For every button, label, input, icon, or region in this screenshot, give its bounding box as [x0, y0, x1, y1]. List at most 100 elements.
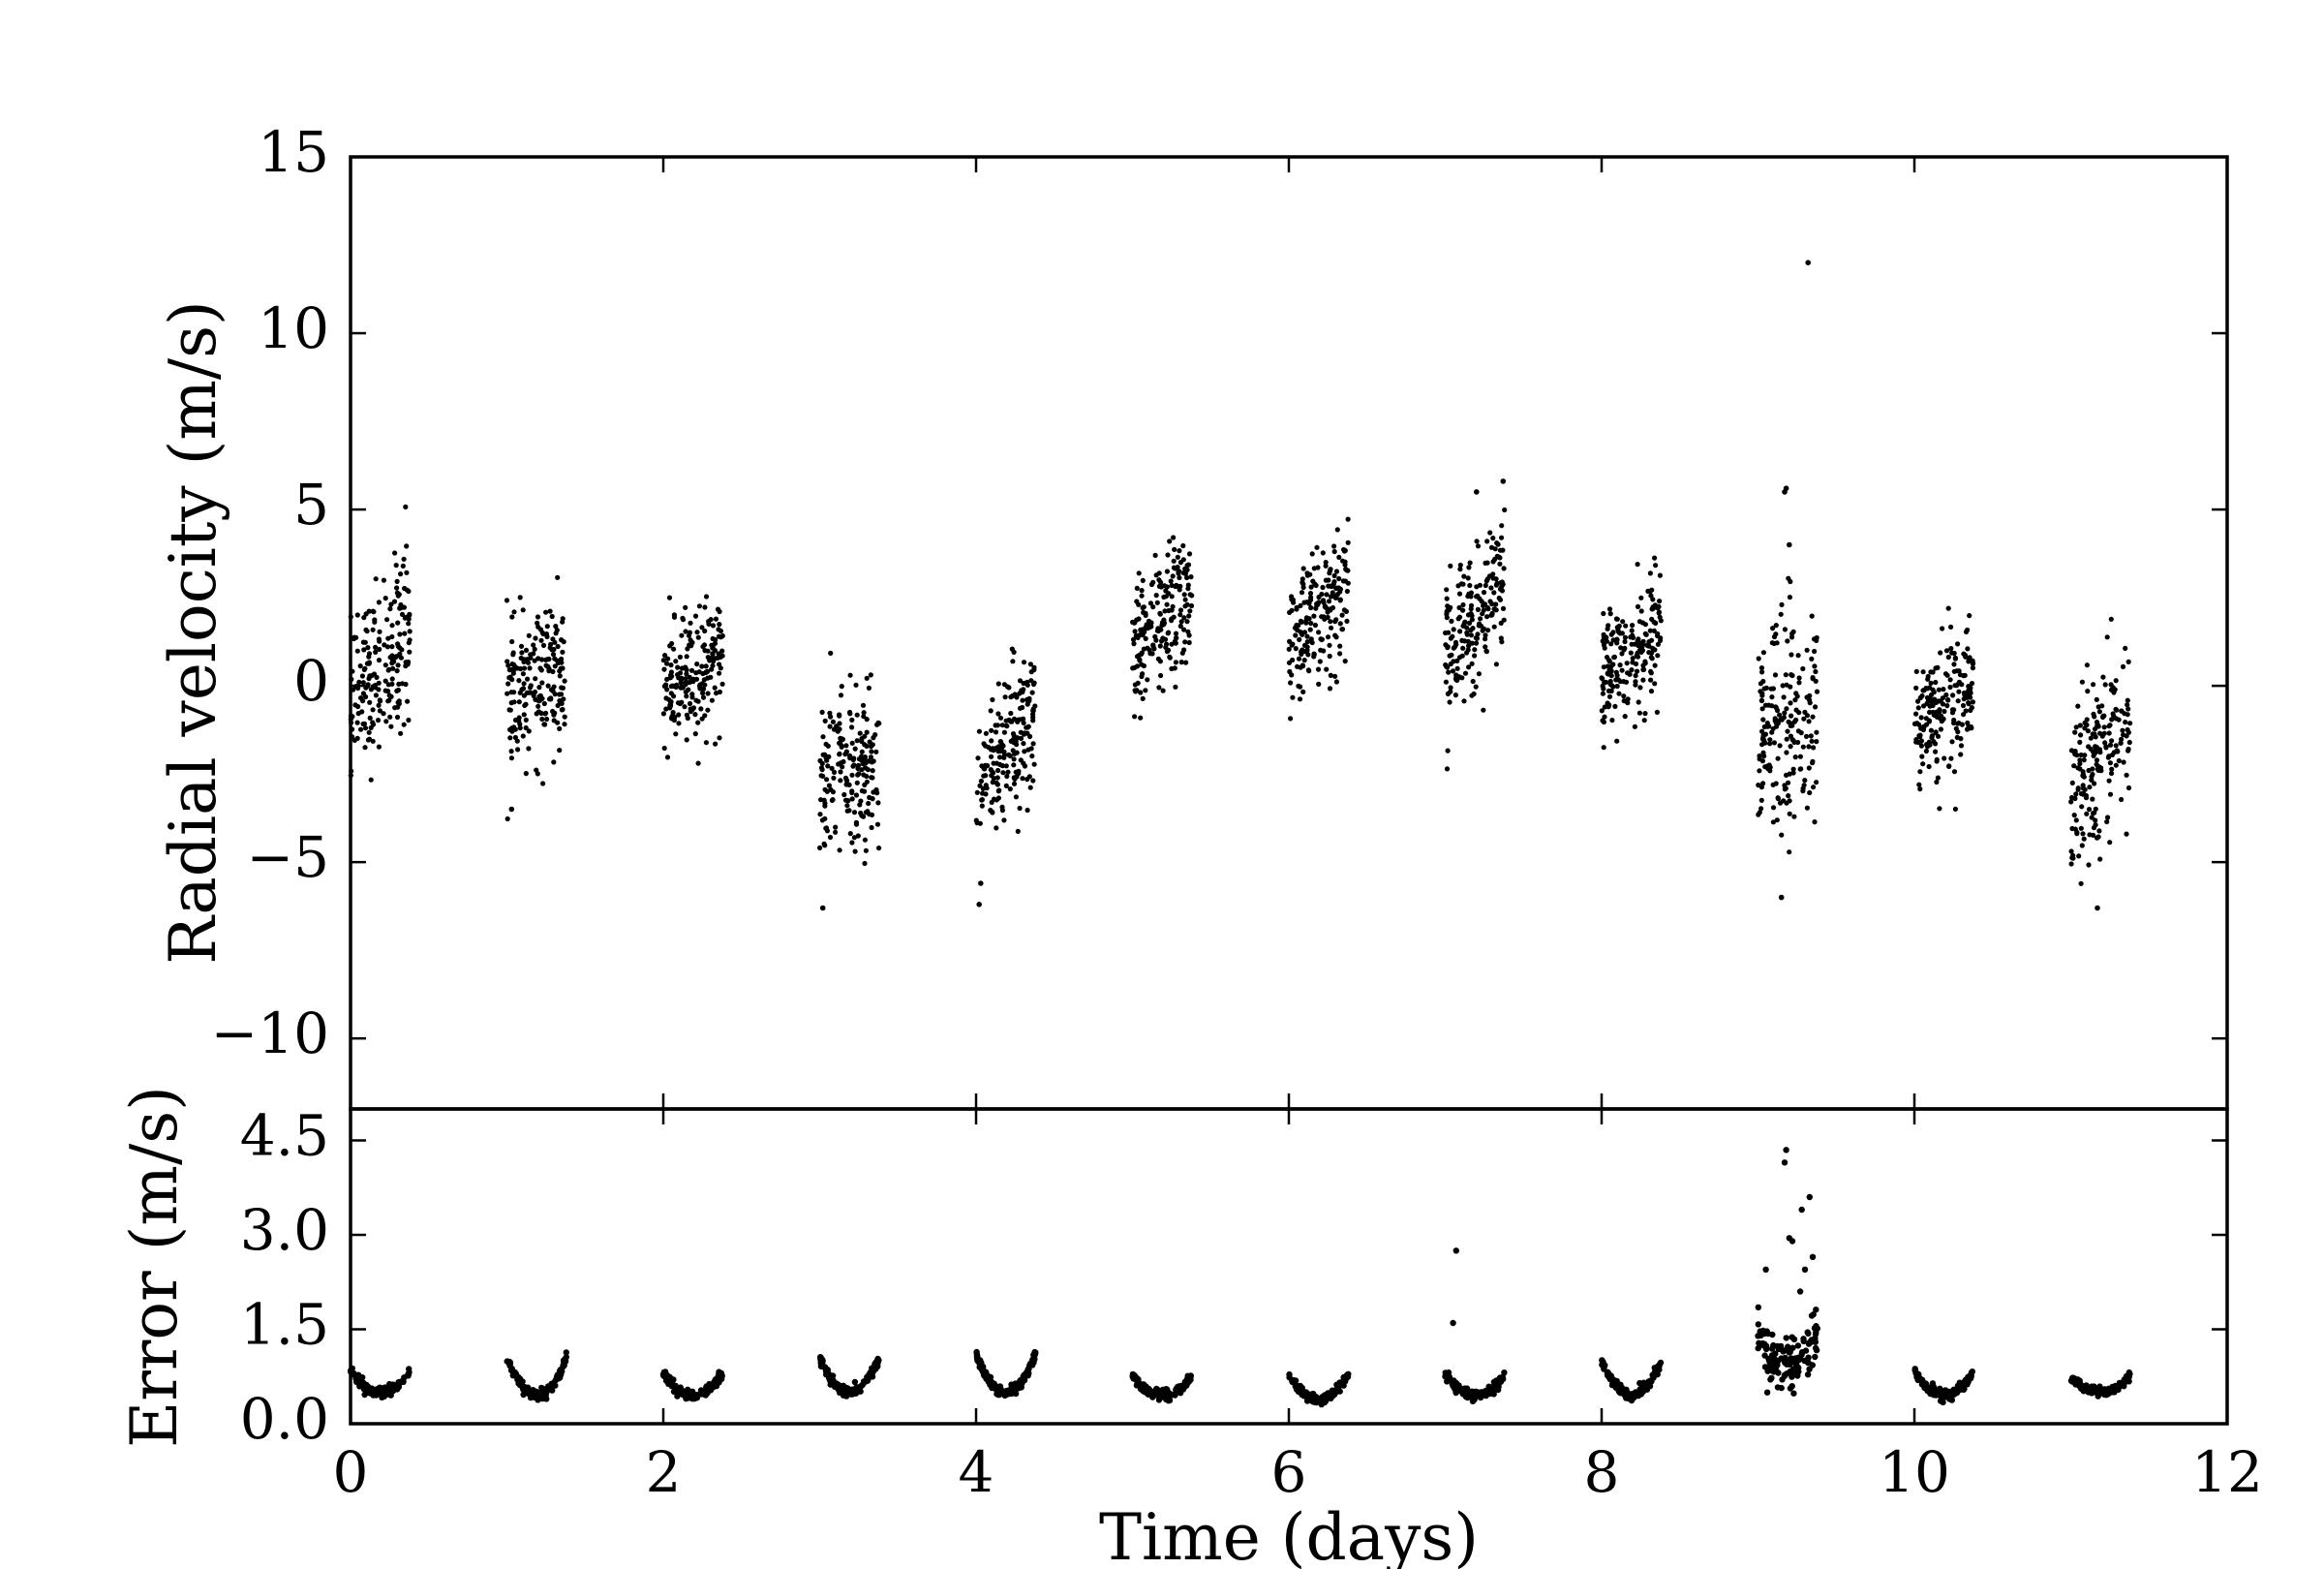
rv-point	[1966, 684, 1972, 690]
rv-point	[2068, 799, 2074, 805]
rv-point	[1654, 604, 1660, 611]
error-point	[674, 1393, 681, 1400]
rv-point	[660, 711, 667, 717]
rv-point	[1929, 734, 1935, 741]
rv-point	[391, 599, 398, 604]
rv-point	[523, 647, 530, 654]
rv-point	[1307, 627, 1313, 632]
rv-point	[1028, 669, 1034, 675]
rv-point	[1485, 628, 1491, 633]
rv-point	[366, 654, 372, 660]
rv-point	[1601, 610, 1606, 617]
rv-point	[1130, 636, 1137, 643]
error-point	[1755, 1321, 1762, 1328]
rv-point	[1136, 570, 1142, 576]
rv-point	[1474, 538, 1480, 544]
rv-point	[1648, 593, 1654, 599]
rv-point	[1655, 631, 1661, 636]
error-point	[980, 1370, 988, 1378]
rv-point	[562, 714, 567, 720]
rv-point	[1184, 619, 1190, 625]
rv-point	[1331, 543, 1337, 549]
rv-point	[1018, 735, 1024, 742]
rv-point	[1011, 762, 1017, 768]
rv-point	[2109, 738, 2115, 744]
error-point	[1629, 1395, 1636, 1401]
rv-point	[717, 608, 722, 615]
rv-point	[1814, 634, 1819, 641]
rv-point	[2069, 794, 2075, 801]
error-point	[1289, 1378, 1296, 1386]
rv-point	[1950, 692, 1956, 698]
rv-point	[1814, 780, 1819, 785]
rv-point	[1782, 783, 1788, 788]
rv-point	[1185, 629, 1191, 635]
rv-point	[719, 634, 724, 640]
rv-point	[995, 788, 1001, 794]
rv-point	[849, 789, 855, 796]
rv-point	[1325, 634, 1331, 640]
rv-point	[389, 676, 395, 682]
rv-point	[1030, 715, 1036, 721]
rv-point	[508, 690, 514, 695]
rv-point	[1030, 706, 1036, 712]
error-point	[1153, 1385, 1160, 1393]
rv-point	[523, 724, 529, 731]
rv-point	[376, 680, 382, 686]
rv-point	[1813, 668, 1819, 675]
rv-point	[356, 679, 362, 685]
rv-point	[862, 860, 868, 867]
rv-point	[1758, 797, 1764, 803]
rv-point	[405, 661, 411, 667]
rv-point	[1164, 601, 1170, 607]
rv-point	[974, 820, 980, 826]
rv-point	[1134, 663, 1141, 669]
rv-point	[2069, 780, 2075, 786]
rv-point	[1759, 742, 1765, 748]
rv-point	[862, 782, 868, 788]
rv-point	[401, 722, 407, 727]
rv-point	[1317, 659, 1323, 664]
rv-point	[1919, 754, 1925, 759]
rv-point	[1134, 599, 1140, 604]
error-point	[1809, 1362, 1817, 1369]
rv-point	[1759, 706, 1765, 712]
rv-point	[1788, 578, 1793, 585]
rv-point	[1605, 700, 1610, 706]
rv-point	[1171, 558, 1177, 564]
rv-point	[871, 758, 876, 764]
error-point	[1453, 1383, 1460, 1390]
rv-point	[1915, 705, 1921, 711]
rv-point	[2068, 748, 2075, 754]
rv-point	[1657, 572, 1663, 578]
rv-point	[1777, 712, 1783, 718]
top-panel-frame	[349, 155, 2229, 1111]
rv-point	[2077, 760, 2083, 767]
rv-point	[1758, 806, 1764, 812]
rv-point	[1796, 680, 1802, 686]
rv-point	[1182, 597, 1188, 602]
rv-point	[1650, 597, 1656, 602]
rv-point	[509, 661, 515, 667]
rv-point	[381, 711, 386, 717]
rv-point	[1616, 691, 1622, 696]
rv-point	[1162, 636, 1169, 642]
rv-point	[664, 661, 670, 666]
rv-point	[1167, 538, 1173, 544]
rv-point	[1158, 672, 1164, 679]
rv-point	[842, 775, 849, 781]
rv-point	[1177, 560, 1183, 566]
rv-point	[855, 772, 861, 778]
rv-point	[1927, 742, 1933, 748]
rv-point	[661, 745, 667, 752]
rv-point	[821, 797, 827, 803]
bottom-y-axis-title: Error (m/s)	[117, 1086, 192, 1448]
rv-point	[1324, 666, 1330, 672]
rv-point	[1497, 547, 1503, 553]
rv-point	[997, 739, 1004, 745]
rv-point	[855, 762, 862, 769]
rv-point	[703, 669, 709, 675]
rv-point	[1649, 587, 1655, 593]
rv-point	[406, 621, 412, 627]
rv-point	[1011, 733, 1017, 739]
